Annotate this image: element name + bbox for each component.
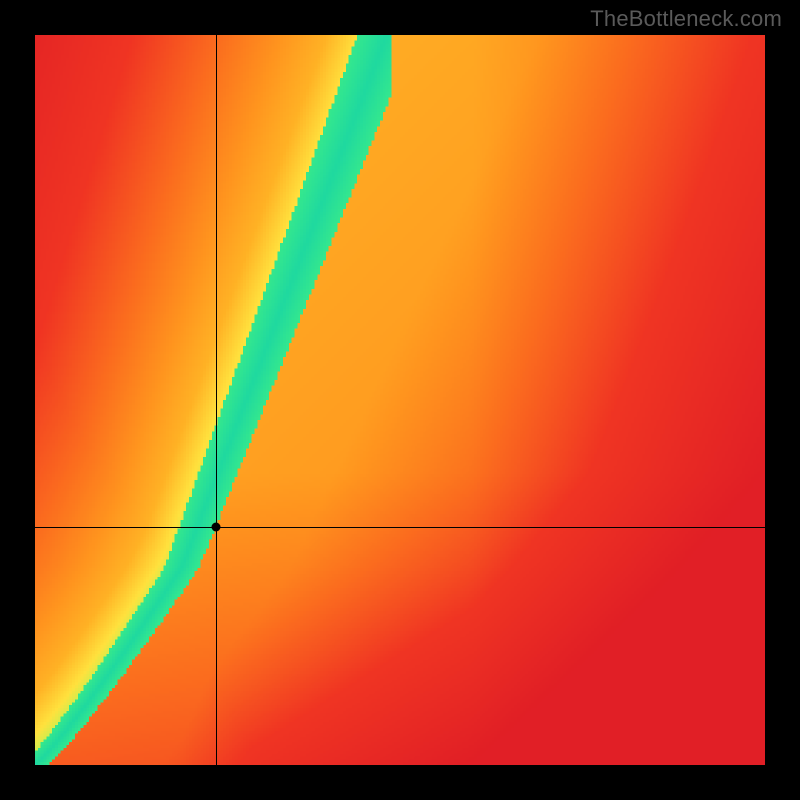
crosshair-vertical [216, 35, 217, 765]
crosshair-horizontal [35, 527, 765, 528]
bottleneck-heatmap [35, 35, 765, 765]
chart-container: TheBottleneck.com [0, 0, 800, 800]
heatmap-frame [35, 35, 765, 765]
watermark-text: TheBottleneck.com [590, 6, 782, 32]
current-config-marker [212, 523, 221, 532]
